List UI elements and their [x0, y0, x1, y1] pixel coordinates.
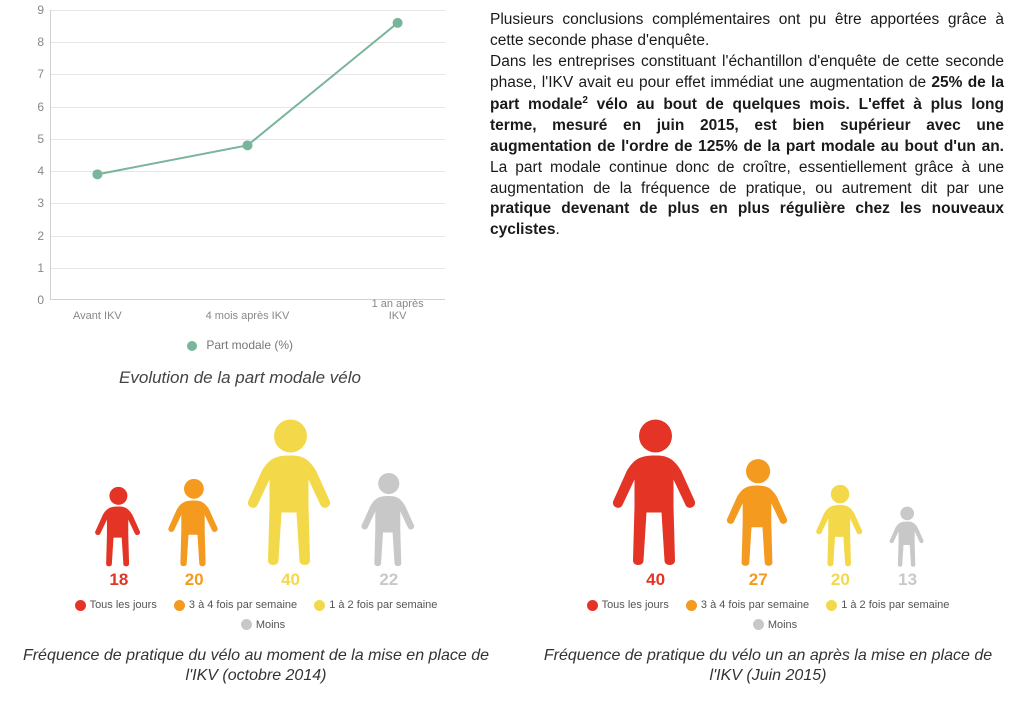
legend-dot-grey-icon [753, 619, 764, 630]
y-axis-label: 0 [20, 293, 44, 307]
person-item: 40 [609, 418, 702, 590]
person-value: 13 [888, 570, 926, 590]
person-item: 13 [888, 506, 926, 590]
person-value: 27 [724, 570, 792, 590]
person-icon [814, 484, 866, 568]
para-bold-pratique: pratique devenant de plus en plus réguli… [490, 200, 1004, 238]
legend-dot-red-icon [75, 600, 86, 611]
y-axis-label: 7 [20, 67, 44, 81]
legend-cat3-r: 1 à 2 fois par semaine [841, 599, 949, 611]
line-chart-column: 0123456789 Avant IKV4 mois après IKV1 an… [20, 10, 460, 388]
y-axis-label: 6 [20, 100, 44, 114]
para-line-3a: La part modale continue donc de croître,… [490, 159, 1004, 197]
legend-cat2: 3 à 4 fois par semaine [189, 599, 297, 611]
y-axis-label: 9 [20, 3, 44, 17]
person-icon [93, 486, 144, 568]
person-item: 27 [724, 458, 792, 590]
infographic-right-title: Fréquence de pratique du vélo un an aprè… [532, 646, 1004, 688]
legend-dot-yellow-icon [826, 600, 837, 611]
x-axis-label: Avant IKV [73, 310, 122, 322]
legend-dot-orange-icon [174, 600, 185, 611]
person-item: 20 [814, 484, 866, 590]
para-line-3c: . [556, 221, 560, 238]
freq-legend-left: Tous les jours 3 à 4 fois par semaine 1 … [20, 596, 492, 636]
person-value: 18 [93, 570, 144, 590]
y-axis-label: 3 [20, 196, 44, 210]
person-icon [724, 458, 792, 568]
line-chart: 0123456789 Avant IKV4 mois après IKV1 an… [20, 10, 450, 330]
line-chart-legend: Part modale (%) [20, 338, 460, 352]
legend-cat1: Tous les jours [90, 599, 157, 611]
y-axis-label: 2 [20, 229, 44, 243]
para-line-2a: Dans les entreprises constituant l'échan… [490, 53, 1004, 91]
legend-cat1-r: Tous les jours [602, 599, 669, 611]
person-icon [359, 472, 419, 568]
infographic-right: 40 27 20 13 Tous les jours 3 à 4 fois pa… [532, 418, 1004, 687]
person-value: 40 [244, 570, 337, 590]
person-icon [609, 418, 702, 568]
legend-dot-grey-icon [241, 619, 252, 630]
person-value: 22 [359, 570, 419, 590]
legend-cat4-r: Moins [768, 619, 797, 631]
y-axis-label: 8 [20, 35, 44, 49]
person-value: 20 [814, 570, 866, 590]
legend-dot-yellow-icon [314, 600, 325, 611]
line-chart-title: Evolution de la part modale vélo [20, 368, 460, 388]
legend-label: Part modale (%) [206, 338, 293, 352]
y-axis-label: 4 [20, 164, 44, 178]
infographic-left: 18 20 40 22 Tous les jours 3 à 4 fois pa… [20, 418, 492, 687]
legend-cat2-r: 3 à 4 fois par semaine [701, 599, 809, 611]
person-item: 20 [166, 478, 222, 590]
infographic-left-title: Fréquence de pratique du vélo au moment … [20, 646, 492, 688]
person-item: 22 [359, 472, 419, 590]
person-value: 20 [166, 570, 222, 590]
legend-cat3: 1 à 2 fois par semaine [329, 599, 437, 611]
x-axis-label: 1 an après IKV [371, 298, 423, 322]
person-value: 40 [609, 570, 702, 590]
person-icon [244, 418, 337, 568]
person-icon [888, 506, 926, 568]
person-item: 18 [93, 486, 144, 590]
line-chart-svg [50, 10, 445, 300]
person-icon [166, 478, 222, 568]
people-row-left: 18 20 40 22 [20, 418, 492, 590]
y-axis-label: 1 [20, 261, 44, 275]
person-item: 40 [244, 418, 337, 590]
legend-dot-orange-icon [686, 600, 697, 611]
para-line-1: Plusieurs conclusions complémentaires on… [490, 11, 1004, 49]
legend-cat4: Moins [256, 619, 285, 631]
y-axis-label: 5 [20, 132, 44, 146]
freq-legend-right: Tous les jours 3 à 4 fois par semaine 1 … [532, 596, 1004, 636]
paragraph-column: Plusieurs conclusions complémentaires on… [490, 10, 1004, 388]
legend-dot-icon [187, 341, 197, 351]
people-row-right: 40 27 20 13 [532, 418, 1004, 590]
legend-dot-red-icon [587, 600, 598, 611]
x-axis-label: 4 mois après IKV [206, 310, 290, 322]
